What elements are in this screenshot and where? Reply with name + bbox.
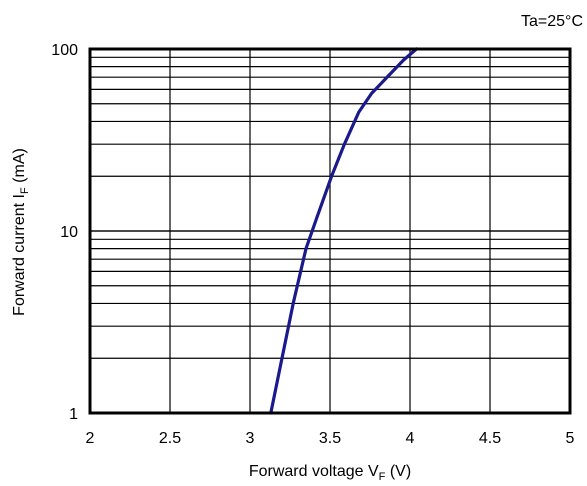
x-tick-label: 5 xyxy=(566,430,575,447)
x-tick-label: 2.5 xyxy=(159,430,181,447)
data-point xyxy=(280,356,284,360)
tick-labels: 2 2.5 3 3.5 4 4.5 5 1 10 100 xyxy=(51,42,574,447)
x-tick-label: 3.5 xyxy=(319,430,341,447)
grid-lines xyxy=(89,48,571,414)
data-point xyxy=(357,110,361,114)
x-axis-label: Forward voltage VF (V) xyxy=(249,463,411,483)
x-tick-label: 2 xyxy=(86,430,95,447)
data-point xyxy=(370,92,373,95)
plot-frame xyxy=(88,47,572,415)
data-point xyxy=(291,302,295,305)
data-point xyxy=(343,142,346,146)
y-tick-label: 100 xyxy=(51,42,78,59)
y-tick-label: 10 xyxy=(60,224,78,241)
data-point xyxy=(402,58,405,62)
x-tick-label: 4.5 xyxy=(479,430,501,447)
x-tick-label: 4 xyxy=(406,430,415,447)
y-axis-label: Forward current IF (mA) xyxy=(11,148,31,316)
data-point xyxy=(330,174,333,178)
data-point xyxy=(387,73,391,77)
data-point xyxy=(304,247,308,251)
series-line-forward-current xyxy=(269,47,418,415)
annotation-temperature: Ta=25°C xyxy=(521,13,583,30)
y-tick-label: 1 xyxy=(69,406,78,423)
data-point xyxy=(315,215,319,218)
x-tick-label: 3 xyxy=(246,430,255,447)
